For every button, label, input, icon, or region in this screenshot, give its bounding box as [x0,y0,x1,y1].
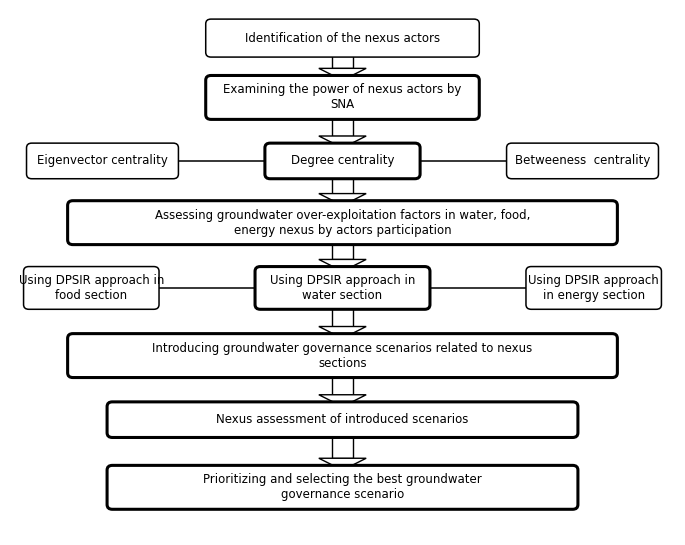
Bar [332,433,353,458]
Bar [332,174,353,193]
FancyBboxPatch shape [27,143,178,179]
Polygon shape [319,259,366,271]
FancyBboxPatch shape [206,75,480,119]
FancyBboxPatch shape [526,267,662,310]
Bar [332,114,353,136]
Text: Prioritizing and selecting the best groundwater
governance scenario: Prioritizing and selecting the best grou… [203,473,482,501]
FancyBboxPatch shape [68,334,617,378]
Polygon shape [319,395,366,407]
Text: Degree centrality: Degree centrality [290,154,395,167]
FancyBboxPatch shape [107,402,578,438]
Polygon shape [319,193,366,205]
Text: Examining the power of nexus actors by
SNA: Examining the power of nexus actors by S… [223,83,462,111]
Bar [332,305,353,326]
Text: Nexus assessment of introduced scenarios: Nexus assessment of introduced scenarios [216,413,469,426]
Polygon shape [319,326,366,338]
Text: Identification of the nexus actors: Identification of the nexus actors [245,32,440,45]
FancyBboxPatch shape [206,19,480,57]
Bar [332,52,353,68]
FancyBboxPatch shape [255,267,430,310]
Text: Using DPSIR approach in
food section: Using DPSIR approach in food section [18,274,164,302]
FancyBboxPatch shape [68,201,617,245]
FancyBboxPatch shape [507,143,658,179]
Text: Using DPSIR approach in
water section: Using DPSIR approach in water section [270,274,415,302]
FancyBboxPatch shape [265,143,420,179]
Text: Betweeness  centrality: Betweeness centrality [515,154,650,167]
Text: Eigenvector centrality: Eigenvector centrality [37,154,168,167]
FancyBboxPatch shape [23,267,159,310]
Polygon shape [319,458,366,470]
FancyBboxPatch shape [107,465,578,509]
Polygon shape [319,68,366,80]
Text: Assessing groundwater over-exploitation factors in water, food,
energy nexus by : Assessing groundwater over-exploitation … [155,209,530,237]
Polygon shape [319,136,366,148]
Text: Introducing groundwater governance scenarios related to nexus
sections: Introducing groundwater governance scena… [152,342,533,370]
Bar [332,240,353,259]
Text: Using DPSIR approach
in energy section: Using DPSIR approach in energy section [528,274,659,302]
Bar [332,373,353,395]
